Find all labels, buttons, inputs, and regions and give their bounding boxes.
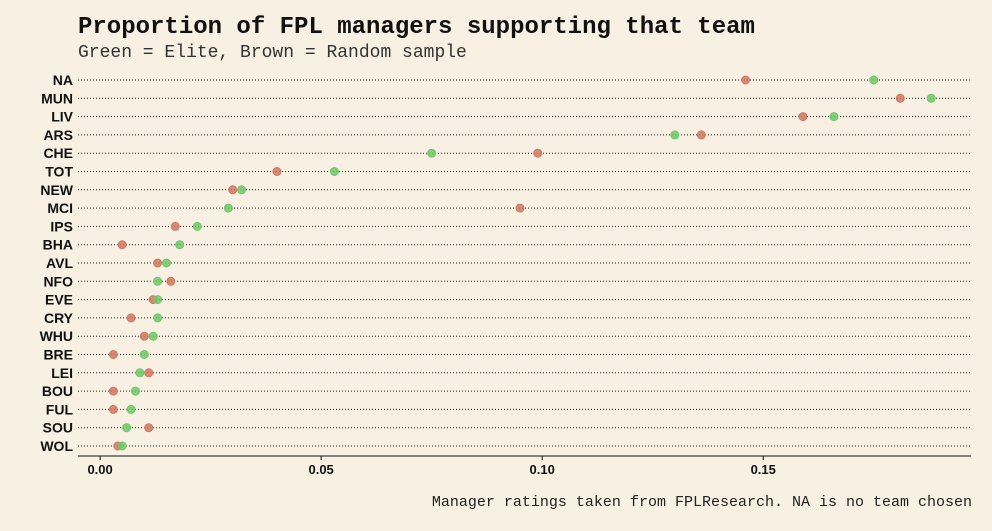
x-tick-label: 0.15 xyxy=(751,462,776,477)
data-point-random-sample xyxy=(166,276,176,286)
x-tick-label: 0.05 xyxy=(308,462,333,477)
y-tick-label: AVL xyxy=(46,255,73,271)
data-point-elite xyxy=(829,112,839,122)
data-point-random-sample xyxy=(228,185,238,195)
data-point-elite xyxy=(126,404,136,414)
data-point-elite xyxy=(926,93,936,103)
data-point-random-sample xyxy=(117,240,127,250)
data-point-random-sample xyxy=(144,368,154,378)
data-point-random-sample xyxy=(696,130,706,140)
data-point-elite xyxy=(670,130,680,140)
data-point-elite xyxy=(122,423,132,433)
data-point-elite xyxy=(329,167,339,176)
data-point-elite xyxy=(153,313,163,323)
y-tick-label: EVE xyxy=(45,292,73,308)
data-point-random-sample xyxy=(108,350,118,359)
chart-subtitle: Green = Elite, Brown = Random sample xyxy=(78,43,467,63)
data-point-elite xyxy=(192,221,202,231)
data-point-random-sample xyxy=(170,221,180,231)
y-tick-label: MUN xyxy=(41,90,73,106)
y-tick-label: ARS xyxy=(43,127,73,143)
y-tick-label: LIV xyxy=(51,109,73,125)
y-tick-label: NEW xyxy=(40,182,73,198)
data-point-elite xyxy=(175,240,185,250)
data-point-random-sample xyxy=(272,167,282,176)
x-tick-label: 0.00 xyxy=(87,462,112,477)
data-point-random-sample xyxy=(153,258,163,268)
data-point-elite xyxy=(148,331,158,341)
y-tick-label: BRE xyxy=(43,347,73,363)
y-tick-label: WOL xyxy=(40,438,73,454)
data-point-random-sample xyxy=(741,75,751,85)
data-point-random-sample xyxy=(108,386,118,396)
data-point-elite xyxy=(427,148,437,158)
y-tick-label: BHA xyxy=(43,237,73,253)
data-point-random-sample xyxy=(139,331,149,341)
x-tick-label: 0.10 xyxy=(530,462,555,477)
data-point-elite xyxy=(139,350,149,359)
data-point-elite xyxy=(153,276,163,286)
y-tick-label: MCI xyxy=(47,200,73,216)
y-tick-label: CHE xyxy=(43,145,73,161)
data-point-random-sample xyxy=(108,404,118,414)
data-point-elite xyxy=(117,441,127,451)
y-tick-label: TOT xyxy=(45,164,73,180)
y-tick-label: WHU xyxy=(40,328,73,344)
data-point-elite xyxy=(223,203,233,213)
data-point-random-sample xyxy=(798,112,808,122)
data-point-elite xyxy=(135,368,145,378)
y-tick-label: SOU xyxy=(43,420,73,436)
data-point-elite xyxy=(869,75,879,85)
y-tick-label: BOU xyxy=(42,383,73,399)
data-point-random-sample xyxy=(515,203,525,213)
data-point-elite xyxy=(237,185,247,195)
data-point-elite xyxy=(161,258,171,268)
data-point-random-sample xyxy=(895,93,905,103)
y-tick-label: NFO xyxy=(43,273,73,289)
y-tick-label: IPS xyxy=(50,218,73,234)
y-tick-label: FUL xyxy=(46,401,74,417)
data-point-random-sample xyxy=(126,313,136,323)
y-tick-label: LEI xyxy=(51,365,73,381)
chart-title: Proportion of FPL managers supporting th… xyxy=(78,14,755,41)
data-point-random-sample xyxy=(144,423,154,433)
data-point-random-sample xyxy=(533,148,543,158)
data-point-elite xyxy=(130,386,140,396)
y-tick-label: CRY xyxy=(44,310,74,326)
chart-caption: Manager ratings taken from FPLResearch. … xyxy=(431,494,972,511)
y-tick-label: NA xyxy=(53,72,73,88)
data-point-elite xyxy=(153,295,163,305)
